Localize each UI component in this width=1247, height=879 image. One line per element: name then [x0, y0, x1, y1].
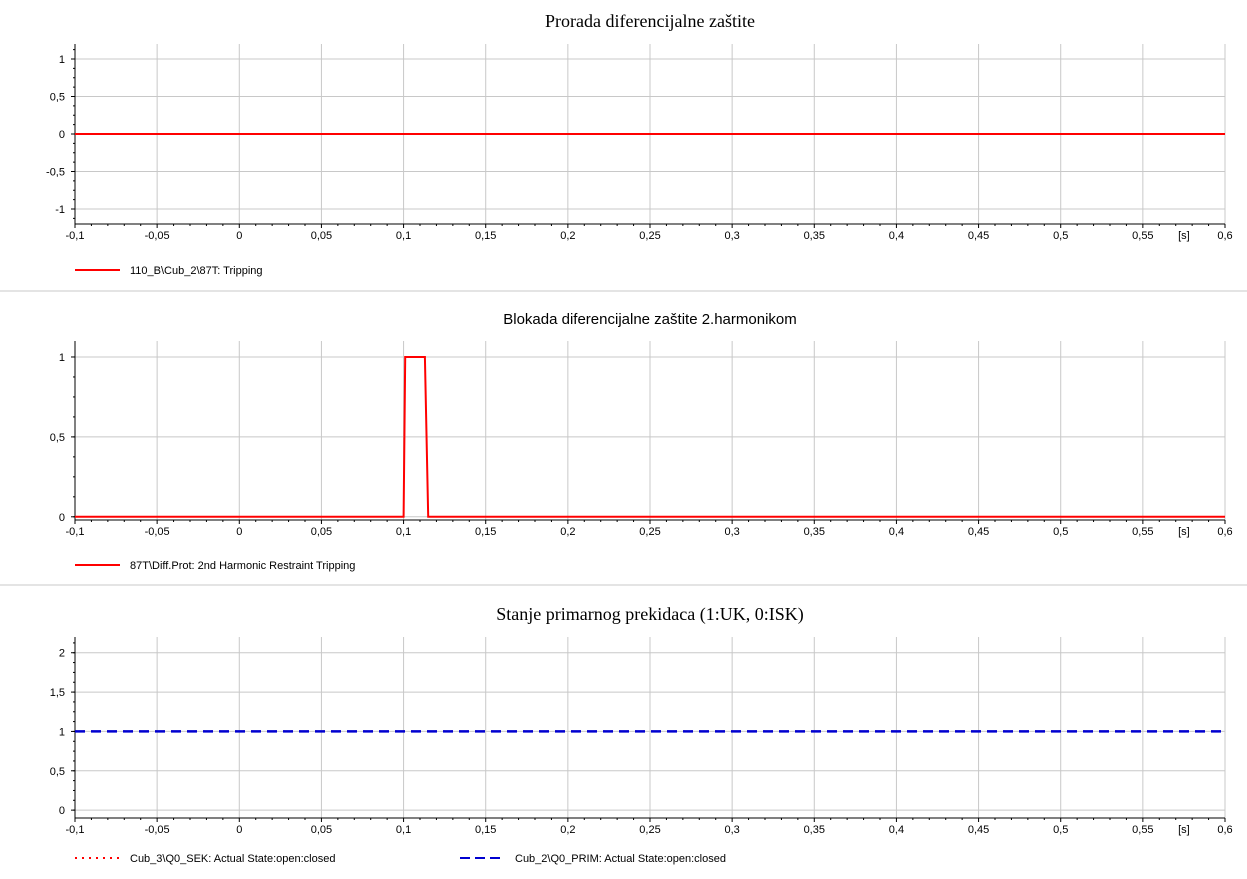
x-tick-label: 0,2	[560, 230, 575, 242]
chart-1: Prorada diferencijalne zaštite -0,1 -0,05 0…	[46, 11, 1233, 277]
x-tick-label: 0,2	[560, 526, 575, 538]
x-tick-label: 0,55	[1132, 526, 1153, 538]
x-unit-label: [s]	[1178, 526, 1190, 538]
y-tick-label: 1	[59, 352, 65, 364]
y-tick-label: 1	[59, 54, 65, 66]
x-tick-label: 0,55	[1132, 230, 1153, 242]
x-unit-label: [s]	[1178, 230, 1190, 242]
chart-title: Blokada diferencijalne zaštite 2.harmoni…	[503, 311, 797, 328]
x-tick-label: 0,4	[889, 526, 904, 538]
x-tick-label: 0,45	[968, 230, 989, 242]
y-tick-label: 0	[59, 512, 65, 524]
chart-3: Stanje primarnog prekidaca (1:UK, 0:ISK)…	[50, 604, 1233, 865]
x-tick-label: 0,25	[639, 824, 660, 836]
x-tick-label: 0,15	[475, 230, 496, 242]
x-tick-label: 0,1	[396, 824, 411, 836]
legend-label: 110_B\Cub_2\87T: Tripping	[130, 265, 263, 277]
x-tick-label: 0,15	[475, 824, 496, 836]
legend-label: Cub_3\Q0_SEK: Actual State:open:closed	[130, 853, 335, 865]
y-tick-label: 0	[59, 129, 65, 141]
x-tick-label: 0	[236, 824, 242, 836]
x-tick-label: -0,1	[66, 526, 85, 538]
x-tick-label: 0,4	[889, 824, 904, 836]
x-tick-label: 0,05	[311, 824, 332, 836]
y-tick-label: -0,5	[46, 167, 65, 179]
x-tick-label: 0,25	[639, 230, 660, 242]
y-tick-label: 0,5	[50, 766, 65, 778]
y-tick-label: 0,5	[50, 92, 65, 104]
chart-2: Blokada diferencijalne zaštite 2.harmoni…	[50, 311, 1233, 572]
x-tick-label: 0,3	[724, 230, 739, 242]
x-tick-label: -0,05	[145, 824, 170, 836]
x-tick-label: -0,05	[145, 526, 170, 538]
chart-title: Stanje primarnog prekidaca (1:UK, 0:ISK)	[496, 604, 803, 625]
x-tick-label: 0	[236, 230, 242, 242]
series-line-1	[75, 356, 1225, 518]
x-tick-label: 0,6	[1217, 824, 1232, 836]
y-tick-label: -1	[55, 204, 65, 216]
x-tick-label: 0,05	[311, 526, 332, 538]
y-tick-label: 1,5	[50, 687, 65, 699]
y-tick-label: 1	[59, 726, 65, 738]
x-tick-label: 0,4	[889, 230, 904, 242]
x-tick-label: 0,45	[968, 526, 989, 538]
x-tick-label: 0,6	[1217, 230, 1232, 242]
x-tick-label: 0,05	[311, 230, 332, 242]
x-tick-label: 0,55	[1132, 824, 1153, 836]
legend-label: 87T\Diff.Prot: 2nd Harmonic Restraint Tr…	[130, 560, 355, 572]
y-tick-label: 2	[59, 648, 65, 660]
x-tick-label: 0,35	[804, 230, 825, 242]
x-tick-label: -0,1	[66, 824, 85, 836]
x-tick-label: 0,5	[1053, 230, 1068, 242]
x-tick-label: 0,35	[804, 824, 825, 836]
chart-title: Prorada diferencijalne zaštite	[545, 11, 755, 31]
legend-label: Cub_2\Q0_PRIM: Actual State:open:closed	[515, 853, 726, 865]
x-tick-label: 0,2	[560, 824, 575, 836]
x-tick-label: -0,1	[66, 230, 85, 242]
x-tick-label: 0,25	[639, 526, 660, 538]
x-tick-label: 0,6	[1217, 526, 1232, 538]
x-tick-label: 0,5	[1053, 824, 1068, 836]
x-tick-label: 0	[236, 526, 242, 538]
x-unit-label: [s]	[1178, 824, 1190, 836]
x-tick-label: 0,3	[724, 824, 739, 836]
x-tick-label: 0,35	[804, 526, 825, 538]
x-tick-label: 0,1	[396, 526, 411, 538]
x-tick-label: 0,1	[396, 230, 411, 242]
y-tick-label: 0	[59, 805, 65, 817]
y-tick-label: 0,5	[50, 432, 65, 444]
x-tick-label: 0,15	[475, 526, 496, 538]
x-tick-label: 0,3	[724, 526, 739, 538]
x-tick-label: -0,05	[145, 230, 170, 242]
x-tick-label: 0,45	[968, 824, 989, 836]
x-tick-label: 0,5	[1053, 526, 1068, 538]
